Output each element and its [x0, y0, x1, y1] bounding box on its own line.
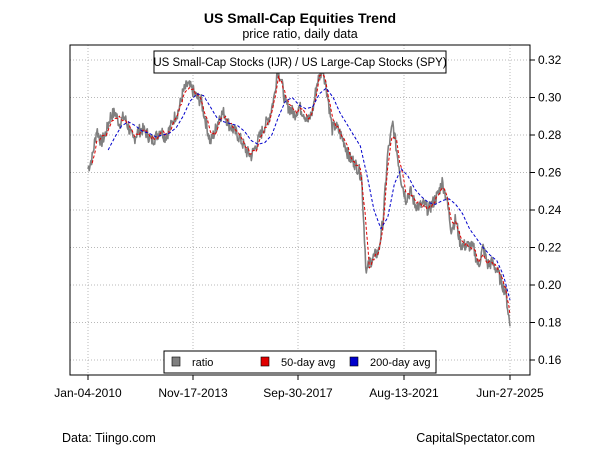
inner-title: US Small-Cap Stocks (IJR) / US Large-Cap…	[153, 57, 446, 69]
y-tick-label: 0.22	[538, 241, 562, 255]
axes: 0.16 0.18 0.20 0.22 0.24 0.26 0.28 0.30 0.32 Jan-…	[54, 53, 561, 400]
x-tick-label: Jun-27-2025	[476, 386, 544, 400]
legend: ratio 50-day avg 200-day avg	[163, 350, 437, 374]
y-tick-label: 0.18	[538, 316, 562, 330]
series-ratio-line	[87, 65, 511, 327]
inner-title-box: US Small-Cap Stocks (IJR) / US Large-Cap…	[153, 50, 447, 74]
legend-swatch	[260, 356, 270, 367]
legend-label: 50-day avg	[281, 357, 335, 369]
chart-title: US Small-Cap Equities Trend	[203, 10, 397, 26]
x-tick-label: Aug-13-2021	[369, 386, 439, 400]
y-tick-label: 0.30	[538, 91, 562, 105]
series-200-day-line	[107, 87, 511, 301]
legend-swatch	[171, 356, 181, 367]
chart-subtitle: price ratio, daily data	[242, 27, 358, 41]
x-tick-label: Sep-30-2017	[263, 386, 333, 400]
y-tick-label: 0.16	[538, 353, 562, 367]
legend-label: ratio	[192, 357, 213, 369]
series-lines	[87, 65, 511, 327]
legend-swatch	[349, 356, 359, 367]
credit-note: CapitalSpectator.com	[416, 431, 535, 445]
x-tick-label: Nov-17-2013	[158, 386, 228, 400]
legend-label: 200-day avg	[370, 357, 431, 369]
series-50-day-line	[91, 74, 511, 316]
y-tick-label: 0.28	[538, 128, 562, 142]
y-tick-label: 0.20	[538, 278, 562, 292]
y-tick-label: 0.32	[538, 53, 562, 67]
grid-lines	[70, 45, 530, 375]
y-tick-label: 0.24	[538, 203, 562, 217]
data-source-note: Data: Tiingo.com	[62, 431, 156, 445]
y-tick-label: 0.26	[538, 166, 562, 180]
x-tick-label: Jan-04-2010	[54, 386, 122, 400]
